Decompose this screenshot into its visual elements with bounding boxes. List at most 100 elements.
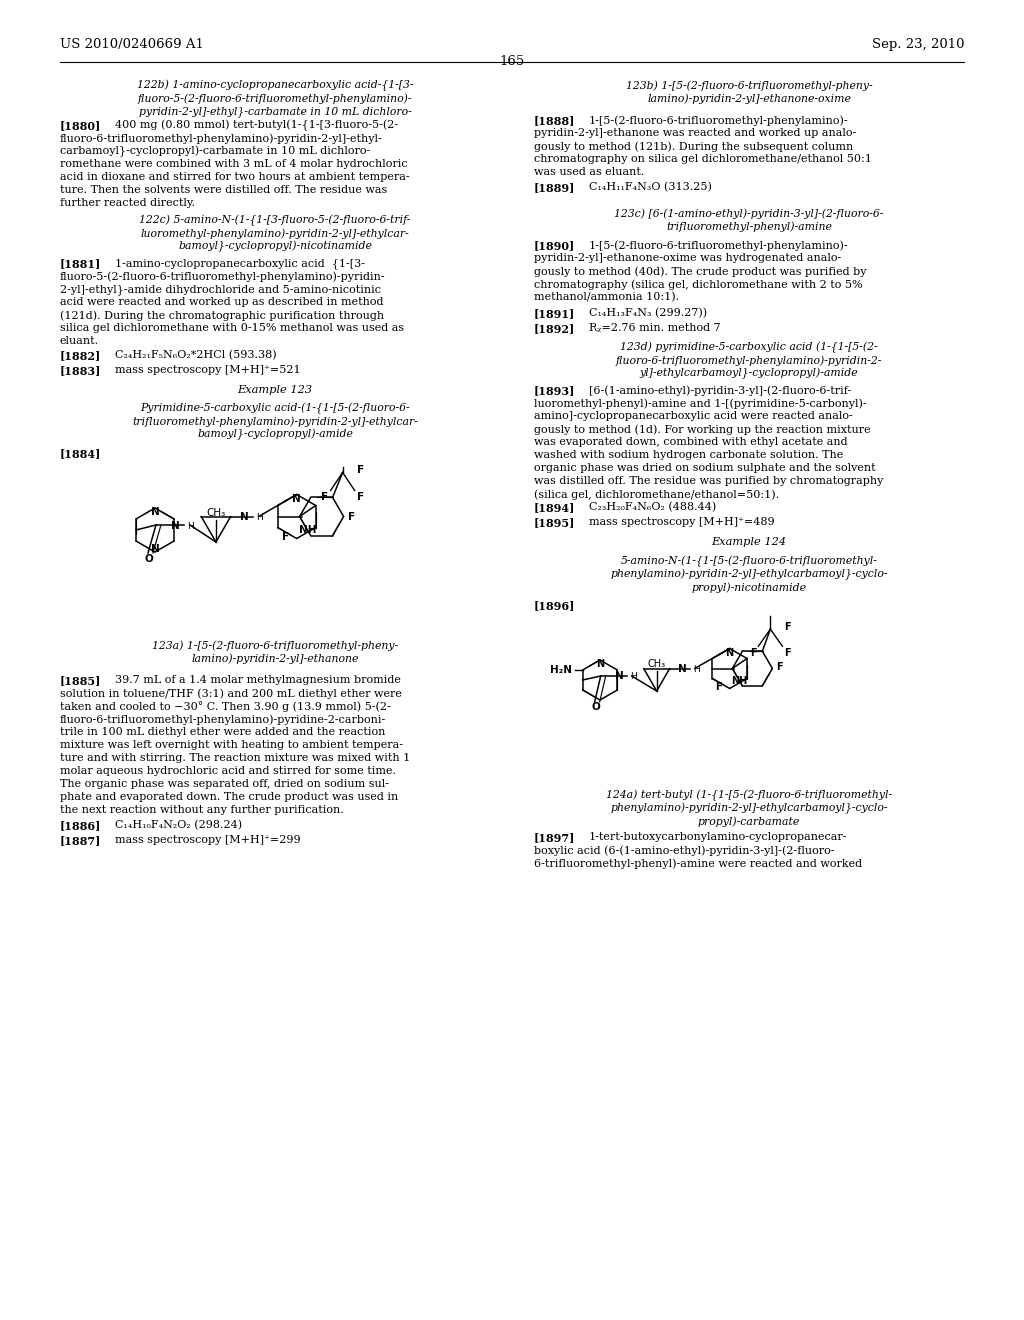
Text: luoromethyl-phenylamino)-pyridin-2-yl]-ethylcar-: luoromethyl-phenylamino)-pyridin-2-yl]-e… <box>140 228 410 239</box>
Text: was used as eluant.: was used as eluant. <box>534 168 644 177</box>
Text: 5-amino-N-(1-{1-[5-(2-fluoro-6-trifluoromethyl-: 5-amino-N-(1-{1-[5-(2-fluoro-6-trifluoro… <box>621 556 878 568</box>
Text: solution in toluene/THF (3:1) and 200 mL diethyl ether were: solution in toluene/THF (3:1) and 200 mL… <box>60 688 401 698</box>
Text: N: N <box>726 648 734 657</box>
Text: gously to method (1d). For working up the reaction mixture: gously to method (1d). For working up th… <box>534 424 870 434</box>
Text: fluoro-6-trifluoromethyl-phenylamino)-pyridin-2-: fluoro-6-trifluoromethyl-phenylamino)-py… <box>615 355 883 366</box>
Text: Example 124: Example 124 <box>712 537 786 546</box>
Text: amino]-cyclopropanecarboxylic acid were reacted analo-: amino]-cyclopropanecarboxylic acid were … <box>534 411 853 421</box>
Text: N: N <box>151 507 160 517</box>
Text: chromatography (silica gel, dichloromethane with 2 to 5%: chromatography (silica gel, dichlorometh… <box>534 279 862 289</box>
Text: [1882]: [1882] <box>60 350 101 360</box>
Text: (121d). During the chromatographic purification through: (121d). During the chromatographic purif… <box>60 310 384 321</box>
Text: Sep. 23, 2010: Sep. 23, 2010 <box>871 38 964 51</box>
Text: 123d) pyrimidine-5-carboxylic acid (1-{1-[5-(2-: 123d) pyrimidine-5-carboxylic acid (1-{1… <box>621 342 878 354</box>
Text: pyridin-2-yl]-ethanone was reacted and worked up analo-: pyridin-2-yl]-ethanone was reacted and w… <box>534 128 856 139</box>
Text: F: F <box>356 492 364 503</box>
Text: 122b) 1-amino-cyclopropanecarboxylic acid-{1-[3-: 122b) 1-amino-cyclopropanecarboxylic aci… <box>137 81 414 91</box>
Text: the next reaction without any further purification.: the next reaction without any further pu… <box>60 805 344 814</box>
Text: fluoro-5-(2-fluoro-6-trifluoromethyl-phenylamino)-: fluoro-5-(2-fluoro-6-trifluoromethyl-phe… <box>138 92 413 103</box>
Text: washed with sodium hydrogen carbonate solution. The: washed with sodium hydrogen carbonate so… <box>534 450 843 459</box>
Text: US 2010/0240669 A1: US 2010/0240669 A1 <box>60 38 204 51</box>
Text: 122c) 5-amino-N-(1-{1-[3-fluoro-5-(2-fluoro-6-trif-: 122c) 5-amino-N-(1-{1-[3-fluoro-5-(2-flu… <box>139 215 411 226</box>
Text: [1881]: [1881] <box>60 257 101 269</box>
Text: [1883]: [1883] <box>60 366 101 376</box>
Text: phate and evaporated down. The crude product was used in: phate and evaporated down. The crude pro… <box>60 792 398 803</box>
Text: H₂N: H₂N <box>550 665 571 675</box>
Text: NH: NH <box>731 676 748 685</box>
Text: [1884]: [1884] <box>60 447 101 459</box>
Text: N: N <box>615 671 624 681</box>
Text: H: H <box>630 672 637 681</box>
Text: [1886]: [1886] <box>60 820 101 832</box>
Text: (silica gel, dichloromethane/ethanol=50:1).: (silica gel, dichloromethane/ethanol=50:… <box>534 488 779 499</box>
Text: N: N <box>151 544 160 554</box>
Text: [1892]: [1892] <box>534 323 575 334</box>
Text: F: F <box>282 532 289 543</box>
Text: H: H <box>187 521 194 531</box>
Text: F: F <box>715 681 722 692</box>
Text: acid in dioxane and stirred for two hours at ambient tempera-: acid in dioxane and stirred for two hour… <box>60 172 410 182</box>
Text: yl]-ethylcarbamoyl}-cyclopropyl)-amide: yl]-ethylcarbamoyl}-cyclopropyl)-amide <box>640 368 858 379</box>
Text: [1895]: [1895] <box>534 517 575 528</box>
Text: O: O <box>591 702 600 711</box>
Text: [1890]: [1890] <box>534 240 575 251</box>
Text: 165: 165 <box>500 55 524 69</box>
Text: silica gel dichloromethane with 0-15% methanol was used as: silica gel dichloromethane with 0-15% me… <box>60 323 404 333</box>
Text: fluoro-6-trifluoromethyl-phenylamino)-pyridine-2-carboni-: fluoro-6-trifluoromethyl-phenylamino)-py… <box>60 714 386 725</box>
Text: 124a) tert-butyl (1-{1-[5-(2-fluoro-6-trifluoromethyl-: 124a) tert-butyl (1-{1-[5-(2-fluoro-6-tr… <box>606 789 892 801</box>
Text: lamino)-pyridin-2-yl]-ethanone-oxime: lamino)-pyridin-2-yl]-ethanone-oxime <box>647 92 851 103</box>
Text: F: F <box>776 661 783 672</box>
Text: CH₃: CH₃ <box>647 659 666 669</box>
Text: Rᵪ=2.76 min. method 7: Rᵪ=2.76 min. method 7 <box>589 323 721 333</box>
Text: The organic phase was separated off, dried on sodium sul-: The organic phase was separated off, dri… <box>60 779 389 789</box>
Text: [1891]: [1891] <box>534 308 575 319</box>
Text: romethane were combined with 3 mL of 4 molar hydrochloric: romethane were combined with 3 mL of 4 m… <box>60 158 408 169</box>
Text: N: N <box>240 512 249 523</box>
Text: mass spectroscopy [M+H]⁺=299: mass spectroscopy [M+H]⁺=299 <box>115 836 301 845</box>
Text: trile in 100 mL diethyl ether were added and the reaction: trile in 100 mL diethyl ether were added… <box>60 727 385 737</box>
Text: N: N <box>596 659 604 669</box>
Text: ture. Then the solvents were distilled off. The residue was: ture. Then the solvents were distilled o… <box>60 185 387 195</box>
Text: taken and cooled to −30° C. Then 3.90 g (13.9 mmol) 5-(2-: taken and cooled to −30° C. Then 3.90 g … <box>60 701 391 711</box>
Text: acid were reacted and worked up as described in method: acid were reacted and worked up as descr… <box>60 297 384 308</box>
Text: N: N <box>171 521 180 531</box>
Text: [1887]: [1887] <box>60 836 101 846</box>
Text: [1896]: [1896] <box>534 601 575 611</box>
Text: H: H <box>692 664 699 673</box>
Text: propyl)-nicotinamide: propyl)-nicotinamide <box>691 582 807 593</box>
Text: further reacted directly.: further reacted directly. <box>60 198 196 209</box>
Text: F: F <box>322 492 329 503</box>
Text: 123a) 1-[5-(2-fluoro-6-trifluoromethyl-pheny-: 123a) 1-[5-(2-fluoro-6-trifluoromethyl-p… <box>152 640 398 651</box>
Text: [1880]: [1880] <box>60 120 101 131</box>
Text: [6-(1-amino-ethyl)-pyridin-3-yl]-(2-fluoro-6-trif-: [6-(1-amino-ethyl)-pyridin-3-yl]-(2-fluo… <box>589 385 851 396</box>
Text: [1894]: [1894] <box>534 502 575 513</box>
Text: F: F <box>784 648 791 659</box>
Text: 123b) 1-[5-(2-fluoro-6-trifluoromethyl-pheny-: 123b) 1-[5-(2-fluoro-6-trifluoromethyl-p… <box>626 81 872 91</box>
Text: pyridin-2-yl]-ethanone-oxime was hydrogenated analo-: pyridin-2-yl]-ethanone-oxime was hydroge… <box>534 253 842 263</box>
Text: was distilled off. The residue was purified by chromatography: was distilled off. The residue was purif… <box>534 477 884 486</box>
Text: bamoyl}-cyclopropyl)-amide: bamoyl}-cyclopropyl)-amide <box>197 429 353 441</box>
Text: [1897]: [1897] <box>534 832 575 843</box>
Text: 2-yl]-ethyl}-amide dihydrochloride and 5-amino-nicotinic: 2-yl]-ethyl}-amide dihydrochloride and 5… <box>60 284 381 294</box>
Text: carbamoyl}-cyclopropyl)-carbamate in 10 mL dichloro-: carbamoyl}-cyclopropyl)-carbamate in 10 … <box>60 147 371 157</box>
Text: fluoro-5-(2-fluoro-6-trifluoromethyl-phenylamino)-pyridin-: fluoro-5-(2-fluoro-6-trifluoromethyl-phe… <box>60 271 386 281</box>
Text: C₁₄H₁₁F₄N₃O (313.25): C₁₄H₁₁F₄N₃O (313.25) <box>589 182 712 193</box>
Text: lamino)-pyridin-2-yl]-ethanone: lamino)-pyridin-2-yl]-ethanone <box>191 653 358 664</box>
Text: NH: NH <box>299 525 316 535</box>
Text: N: N <box>292 494 301 503</box>
Text: methanol/ammonia 10:1).: methanol/ammonia 10:1). <box>534 292 679 302</box>
Text: boxylic acid (6-(1-amino-ethyl)-pyridin-3-yl]-(2-fluoro-: boxylic acid (6-(1-amino-ethyl)-pyridin-… <box>534 845 835 855</box>
Text: 1-amino-cyclopropanecarboxylic acid  {1-[3-: 1-amino-cyclopropanecarboxylic acid {1-[… <box>115 257 365 269</box>
Text: ture and with stirring. The reaction mixture was mixed with 1: ture and with stirring. The reaction mix… <box>60 752 411 763</box>
Text: bamoyl}-cyclopropyl)-nicotinamide: bamoyl}-cyclopropyl)-nicotinamide <box>178 242 372 252</box>
Text: F: F <box>356 466 364 475</box>
Text: F: F <box>784 622 791 632</box>
Text: C₁₄H₁₀F₄N₂O₂ (298.24): C₁₄H₁₀F₄N₂O₂ (298.24) <box>115 820 242 830</box>
Text: [1893]: [1893] <box>534 385 575 396</box>
Text: H: H <box>256 513 262 523</box>
Text: mass spectroscopy [M+H]⁺=521: mass spectroscopy [M+H]⁺=521 <box>115 366 301 375</box>
Text: O: O <box>144 554 154 564</box>
Text: mass spectroscopy [M+H]⁺=489: mass spectroscopy [M+H]⁺=489 <box>589 517 774 527</box>
Text: 39.7 mL of a 1.4 molar methylmagnesium bromide: 39.7 mL of a 1.4 molar methylmagnesium b… <box>115 675 400 685</box>
Text: N: N <box>678 664 687 673</box>
